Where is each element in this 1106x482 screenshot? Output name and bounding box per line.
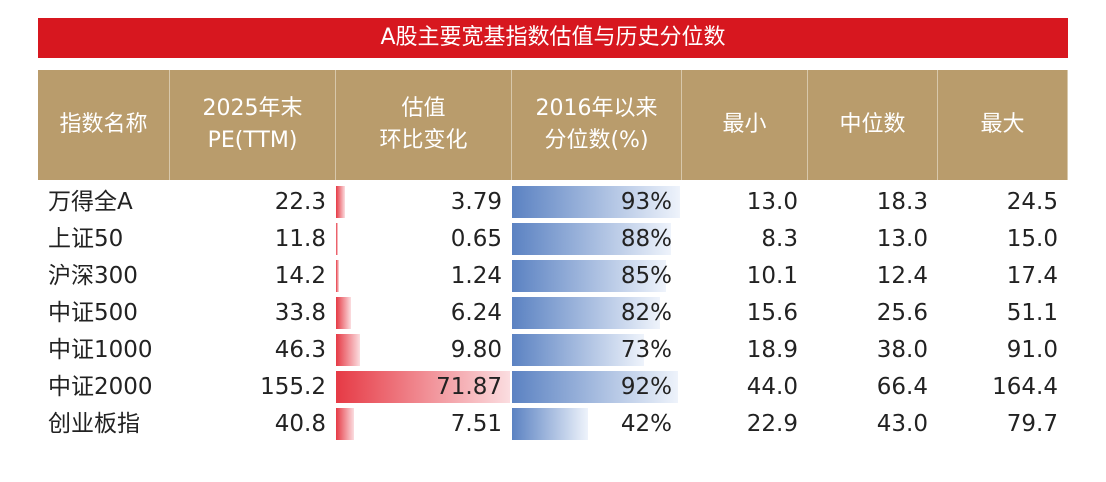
cell-value: 71.87	[436, 374, 502, 400]
data-bar	[512, 408, 588, 440]
cell-value: 91.0	[1006, 337, 1058, 363]
cell-value: 13.0	[746, 189, 798, 215]
row-label: 中证2000	[48, 374, 153, 400]
cell-value: 46.3	[274, 337, 326, 363]
cell-value: 0.65	[450, 226, 502, 252]
cell-value: 33.8	[274, 300, 326, 326]
cell-value: 51.1	[1006, 300, 1058, 326]
data-bar	[336, 334, 360, 366]
data-bar	[336, 408, 355, 440]
cell-value: 79.7	[1006, 411, 1058, 437]
header-cell: 估值 环比变化	[336, 70, 512, 180]
header-cell: 中位数	[808, 70, 938, 180]
data-bar	[336, 260, 339, 292]
row-label: 沪深300	[48, 263, 138, 289]
row-label: 中证500	[48, 300, 138, 326]
cell-value: 66.4	[876, 374, 928, 400]
cell-value: 73%	[620, 337, 672, 363]
cell-value: 12.4	[876, 263, 928, 289]
cell-value: 6.24	[450, 300, 502, 326]
cell-value: 15.0	[1006, 226, 1058, 252]
data-bar	[336, 371, 510, 403]
header-cell: 最小	[682, 70, 808, 180]
table-title: A股主要宽基指数估值与历史分位数	[38, 18, 1068, 58]
cell-value: 38.0	[876, 337, 928, 363]
cell-value: 7.51	[450, 411, 502, 437]
cell-value: 18.9	[746, 337, 798, 363]
data-bar	[512, 260, 666, 292]
cell-value: 8.3	[761, 226, 798, 252]
header-cell: 2016年以来 分位数(%)	[512, 70, 682, 180]
cell-value: 92%	[620, 374, 672, 400]
cell-value: 82%	[620, 300, 672, 326]
data-bar	[336, 186, 346, 218]
header-cell: 指数名称	[38, 70, 170, 180]
row-label: 中证1000	[48, 337, 153, 363]
cell-value: 155.2	[260, 374, 326, 400]
cell-value: 1.24	[450, 263, 502, 289]
cell-value: 40.8	[274, 411, 326, 437]
cell-value: 25.6	[876, 300, 928, 326]
cell-value: 43.0	[876, 411, 928, 437]
cell-value: 3.79	[450, 189, 502, 215]
cell-value: 42%	[620, 411, 672, 437]
data-bar	[512, 334, 644, 366]
data-bar	[336, 297, 352, 329]
cell-value: 22.3	[274, 189, 326, 215]
cell-value: 44.0	[746, 374, 798, 400]
data-bar	[336, 223, 338, 255]
data-bar	[512, 297, 661, 329]
row-label: 万得全A	[48, 189, 133, 215]
cell-value: 15.6	[746, 300, 798, 326]
cell-value: 18.3	[876, 189, 928, 215]
header-cell: 最大	[938, 70, 1068, 180]
data-bar	[512, 186, 680, 218]
row-label: 上证50	[48, 226, 124, 252]
row-label: 创业板指	[48, 411, 140, 437]
cell-value: 93%	[620, 189, 672, 215]
cell-value: 88%	[620, 226, 672, 252]
cell-value: 22.9	[746, 411, 798, 437]
cell-value: 10.1	[746, 263, 798, 289]
data-bar	[512, 371, 679, 403]
cell-value: 24.5	[1006, 189, 1058, 215]
cell-value: 13.0	[876, 226, 928, 252]
cell-value: 11.8	[274, 226, 326, 252]
cell-value: 164.4	[992, 374, 1058, 400]
header-cell: 2025年末 PE(TTM)	[170, 70, 336, 180]
cell-value: 14.2	[274, 263, 326, 289]
cell-value: 17.4	[1006, 263, 1058, 289]
cell-value: 85%	[620, 263, 672, 289]
cell-value: 9.80	[450, 337, 502, 363]
data-bar	[512, 223, 671, 255]
